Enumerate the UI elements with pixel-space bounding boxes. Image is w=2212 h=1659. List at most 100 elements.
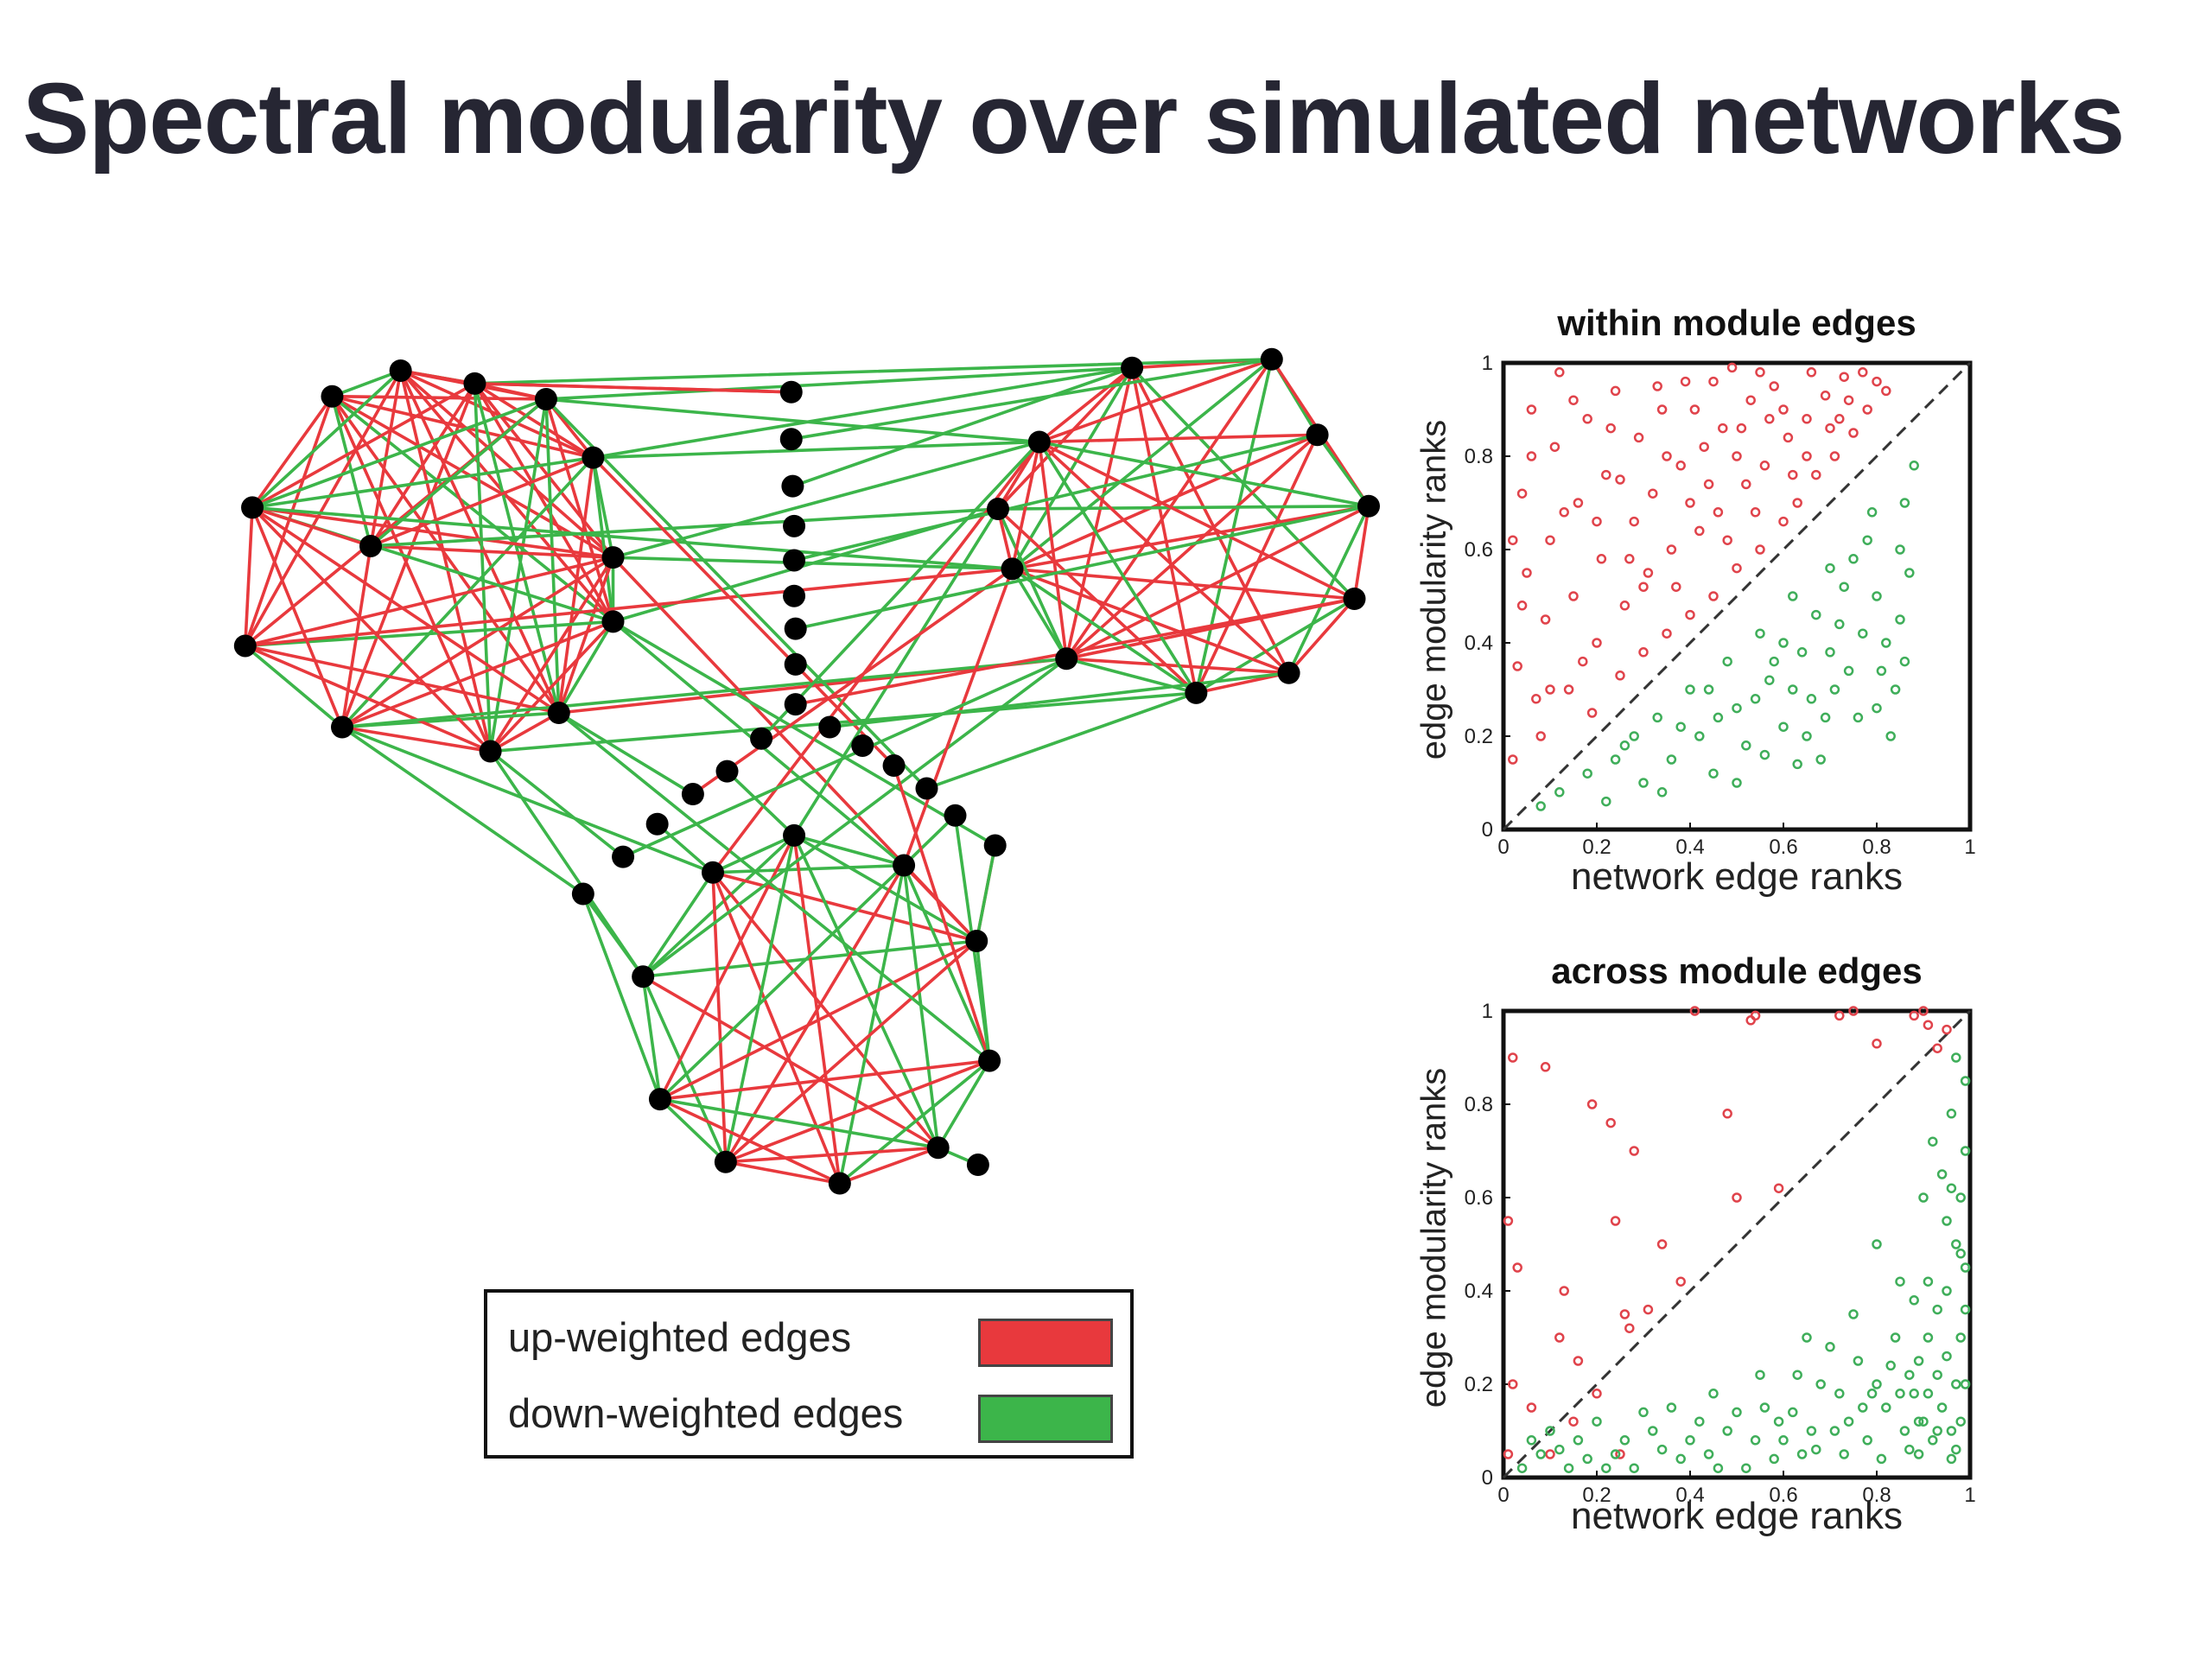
within-module-point (1834, 414, 1845, 424)
within-module-point (1578, 656, 1588, 667)
across-module-point (1872, 1379, 1882, 1389)
network-node (978, 1049, 1001, 1072)
across-module-point (1516, 1463, 1528, 1473)
within-module-panel: 0 0.2 0.4 0.6 0.8 1 0 0.2 0.4 0.6 0.8 1 within modu… (1400, 302, 2022, 925)
module-a-edge (251, 505, 493, 753)
within-module-point (1866, 507, 1878, 518)
across-module-point (1573, 1435, 1584, 1446)
network-node (779, 380, 803, 404)
across-module-ytick-label: 0.2 (1465, 1373, 1493, 1396)
within-module-point (1675, 721, 1686, 732)
network-node (601, 610, 625, 633)
module-c-edge (658, 863, 906, 1101)
within-module-point (1732, 563, 1742, 574)
within-module-point (1788, 469, 1798, 480)
across-module-point (1545, 1426, 1555, 1436)
within-module-point (1662, 451, 1672, 461)
within-module-point (1829, 451, 1840, 461)
across-module-point (1913, 1416, 1924, 1427)
across-module-point (1932, 1043, 1942, 1053)
network-node (233, 634, 257, 658)
network-node (1055, 647, 1078, 671)
within-module-point (1904, 568, 1915, 578)
across-module-point (1955, 1249, 1966, 1259)
across-module-point (1610, 1449, 1621, 1459)
network-node (965, 930, 988, 952)
across-module-point (1955, 1192, 1966, 1203)
module-c-edge (902, 863, 991, 1063)
across-module-point (1629, 1146, 1639, 1156)
across-module-point (1713, 1463, 1724, 1473)
network-node (648, 1088, 671, 1111)
network-node (1001, 557, 1024, 581)
across-module-point (1540, 1062, 1551, 1072)
cross-module-edge (556, 711, 991, 1063)
within-module-point (1563, 684, 1574, 695)
within-module-point (1516, 488, 1528, 499)
within-module-point (1643, 568, 1654, 578)
across-module-point (1960, 1262, 1971, 1273)
across-module-point (1923, 1389, 1934, 1399)
network-node (1121, 356, 1144, 379)
cross-module-edge (369, 507, 1000, 548)
within-module-point (1703, 684, 1714, 695)
across-module-point (1866, 1389, 1878, 1399)
module-a-edge (369, 397, 548, 548)
module-c-edge (641, 975, 728, 1164)
network-node (1357, 494, 1380, 518)
across-module-point (1592, 1416, 1602, 1427)
within-module-point (1610, 385, 1621, 397)
network-node (784, 617, 807, 640)
within-module-point (1675, 461, 1686, 471)
across-module-point (1559, 1286, 1569, 1296)
across-module-point (1503, 1449, 1514, 1459)
across-module-point (1918, 1006, 1929, 1016)
within-module-point (1713, 507, 1724, 518)
within-module-point (1703, 479, 1714, 490)
module-b-edge (996, 507, 1198, 695)
module-a-edge (244, 394, 334, 648)
within-module-point (1825, 647, 1835, 658)
module-c-edge (658, 1058, 991, 1101)
within-module-xtick-label: 0 (1497, 836, 1509, 859)
network-node (1260, 347, 1283, 371)
within-module-point (1629, 731, 1639, 741)
network-node (944, 804, 967, 827)
within-module-point (1872, 376, 1882, 387)
network-diagram (233, 347, 1380, 1195)
within-module-point (1535, 731, 1546, 741)
within-module-title: within module edges (1557, 302, 1916, 343)
legend-item-down: down-weighted edges (508, 1389, 1113, 1443)
network-node (750, 727, 773, 750)
module-a-edge (251, 455, 595, 510)
module-a-edge (488, 556, 615, 753)
within-module-point (1732, 778, 1742, 788)
network-node (893, 854, 916, 877)
across-module-point (1722, 1109, 1732, 1119)
across-module-point (1586, 1099, 1598, 1109)
module-b-edge (996, 507, 1069, 661)
within-module-point (1722, 656, 1732, 667)
module-a-edge (369, 544, 615, 559)
within-module-point (1685, 684, 1695, 695)
module-b-edge (1287, 597, 1357, 675)
across-module-point (1703, 1449, 1714, 1459)
within-module-scatter: 0 0.2 0.4 0.6 0.8 1 0 0.2 0.4 0.6 0.8 1 (1465, 352, 1976, 859)
within-module-point (1638, 582, 1649, 592)
network-node (783, 514, 806, 537)
within-module-point (1764, 414, 1775, 424)
module-a-edge (556, 556, 615, 715)
across-module-point (1656, 1444, 1668, 1455)
within-module-point (1615, 474, 1625, 485)
across-module-point (1554, 1444, 1565, 1455)
across-module-point (1928, 1136, 1938, 1147)
module-a-edge (251, 397, 548, 510)
across-module-xtick-label: 0.4 (1675, 1484, 1704, 1507)
across-module-point (1951, 1052, 1961, 1063)
network-node (681, 783, 704, 806)
across-module-point (1769, 1453, 1779, 1465)
module-a-edge (398, 369, 493, 753)
cross-module-edge (791, 365, 1134, 488)
across-module-series-1 (1516, 1052, 1971, 1473)
across-module-point (1951, 1444, 1961, 1455)
